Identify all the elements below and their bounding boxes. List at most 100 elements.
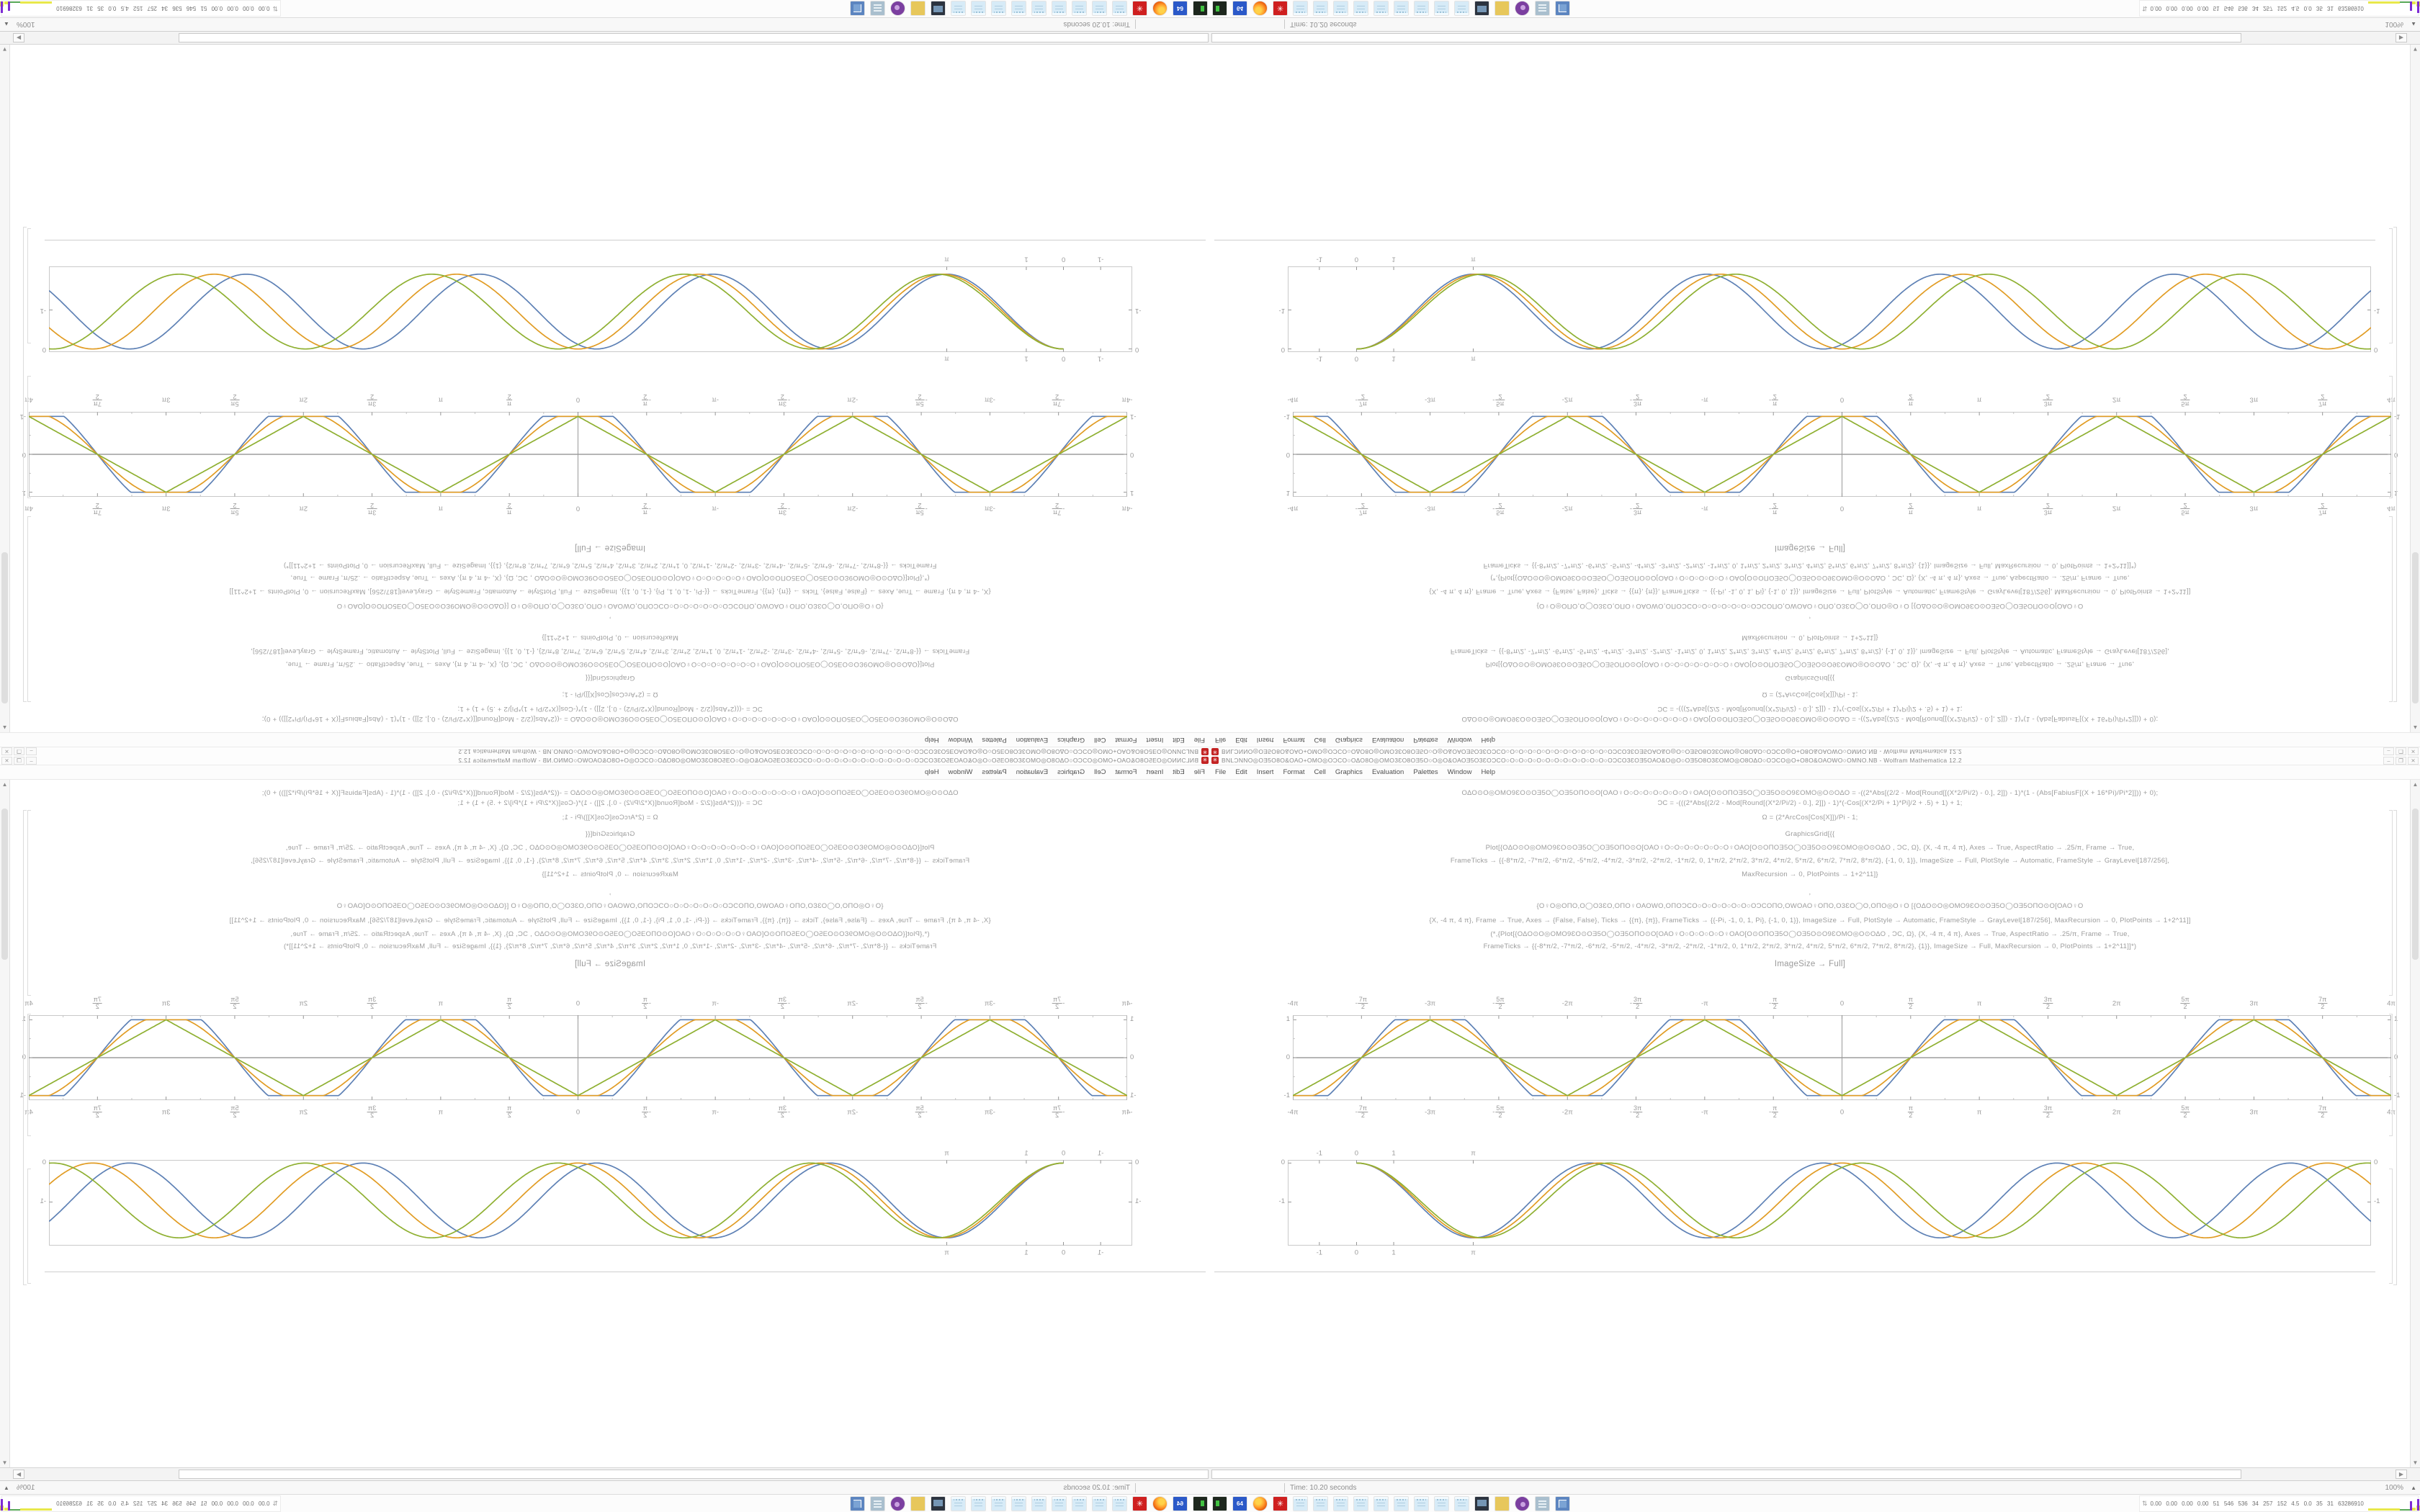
menu-graphics[interactable]: Graphics — [1335, 736, 1363, 744]
menu-file[interactable]: File — [1193, 768, 1205, 776]
documents-icon[interactable] — [1535, 1496, 1550, 1511]
notepad-icon-4[interactable] — [1353, 1496, 1368, 1511]
notepad-icon-5[interactable] — [1373, 1, 1389, 16]
code-cell-line[interactable]: ƆC = -(((2*Abs[(2/2 - Mod[Round[(X*2/Pi/… — [457, 705, 763, 713]
code-cell-block[interactable]: ΟΔΟ⊙Ο◎ΟΜΟ9ƐΟ⊙ΟƎ5Ο◯ΟƎ5ΟΠΟ⊙Ο[ΟΑΟ♀Ο○Ο○Ο○Ο○Ο… — [10, 543, 1210, 724]
media-player-icon[interactable] — [890, 1, 905, 16]
code-cell-line[interactable]: (*,{Plot[{ΟΔΟ⊙Ο◎ΟΜΟ9ƐΟ⊙ΟƎ5Ο◯ΟƎ5ΟΠΟ⊙Ο[ΟΑΟ… — [290, 574, 930, 582]
cell-bracket-code[interactable] — [2389, 516, 2393, 702]
menu-help[interactable]: Help — [1481, 736, 1495, 744]
menu-cell[interactable]: Cell — [1314, 736, 1326, 744]
notepad-icon-6[interactable] — [1394, 1496, 1409, 1511]
cell-bracket-code[interactable] — [27, 516, 31, 702]
menu-evaluation[interactable]: Evaluation — [1371, 768, 1404, 776]
menu-palettes[interactable]: Palettes — [1413, 736, 1438, 744]
notebook-content[interactable]: ΟΔΟ⊙Ο◎ΟΜΟ9ƐΟ⊙ΟƎ5Ο◯ΟƎ5ΟΠΟ⊙Ο[ΟΑΟ♀Ο○Ο○Ο○Ο○Ο… — [1210, 45, 2410, 732]
settings-gear-icon[interactable]: ✳ — [1132, 1, 1147, 16]
code-cell-line[interactable]: FrameTicks → {{-8*π/2, -7*π/2, -6*π/2, -… — [1450, 857, 2170, 865]
vertical-scrollbar[interactable]: ▲ ▼ — [0, 780, 10, 1467]
notepad-icon-8[interactable] — [1434, 1, 1449, 16]
scroll-right-icon[interactable]: ▶ — [2396, 33, 2407, 42]
scroll-up-icon[interactable]: ▲ — [1, 781, 8, 788]
documents-icon[interactable] — [870, 1496, 885, 1511]
code-cell-line[interactable]: , — [1809, 888, 1811, 896]
code-cell-line[interactable]: Ω = (2*ArcCos[Cos[X]])/Pi - 1; — [562, 690, 658, 698]
magnification-value[interactable]: 100% — [2385, 20, 2404, 29]
menu-evaluation[interactable]: Evaluation — [1016, 736, 1049, 744]
code-cell-line[interactable]: Ω = (2*ArcCos[Cos[X]])/Pi - 1; — [562, 814, 658, 822]
floppy-64-icon[interactable]: 64 — [1232, 1496, 1247, 1511]
code-cell-line[interactable]: FrameTicks → {{-8*π/2, -7*π/2, -6*π/2, -… — [1483, 562, 2137, 570]
monitor-icon[interactable] — [1474, 1496, 1489, 1511]
media-player-icon[interactable] — [890, 1496, 905, 1511]
window-icon[interactable] — [1555, 1496, 1570, 1511]
menu-file[interactable]: File — [1193, 736, 1205, 744]
menu-palettes[interactable]: Palettes — [1413, 768, 1438, 776]
cell-bracket-outer[interactable] — [23, 810, 27, 1285]
close-button[interactable]: ✕ — [1, 756, 12, 765]
menu-evaluation[interactable]: Evaluation — [1016, 768, 1049, 776]
cell-bracket-plot-a[interactable] — [27, 376, 31, 498]
menu-evaluation[interactable]: Evaluation — [1371, 736, 1404, 744]
code-cell-line[interactable]: (*,{Plot[{ΟΔΟ⊙Ο◎ΟΜΟ9ƐΟ⊙ΟƎ5Ο◯ΟƎ5ΟΠΟ⊙Ο[ΟΑΟ… — [290, 930, 930, 938]
firefox-icon[interactable] — [1252, 1, 1268, 16]
documents-icon[interactable] — [1535, 1, 1550, 16]
code-cell-line[interactable]: {X, -4 π, 4 π}, Frame → True, Axes → {Fa… — [229, 588, 991, 595]
menu-format[interactable]: Format — [1115, 736, 1137, 744]
menu-window[interactable]: Window — [1447, 736, 1472, 744]
code-cell-line[interactable]: ƆC = -(((2*Abs[(2/2 - Mod[Round[(X*2/Pi/… — [1657, 705, 1963, 713]
notebook-content[interactable]: ΟΔΟ⊙Ο◎ΟΜΟ9ƐΟ⊙ΟƎ5Ο◯ΟƎ5ΟΠΟ⊙Ο[ΟΑΟ♀Ο○Ο○Ο○Ο○Ο… — [1210, 780, 2410, 1467]
code-cell-line[interactable]: {Ο♀Ο◎ΟΠΟ,Ο◯Ο3ƐΟ,ΟΠΟ♀ΟΑΟWΟ,ΟΠΟƆCΟ○Ο○Ο○Ο○Ο… — [336, 902, 884, 910]
menu-cell[interactable]: Cell — [1094, 736, 1106, 744]
vertical-scroll-thumb[interactable] — [2412, 809, 2419, 960]
menu-file[interactable]: File — [1215, 768, 1227, 776]
folder-icon[interactable] — [1494, 1, 1510, 16]
code-cell-line[interactable]: , — [1809, 616, 1811, 624]
menu-insert[interactable]: Insert — [1256, 768, 1274, 776]
media-player-icon[interactable] — [1515, 1, 1530, 16]
monitor-icon[interactable] — [931, 1, 946, 16]
firefox-icon[interactable] — [1152, 1496, 1168, 1511]
menu-format[interactable]: Format — [1115, 768, 1137, 776]
code-cell-line[interactable]: ImageSize → Full] — [1774, 544, 1846, 552]
window-title-bar[interactable]: ✳ BNLƆNΝΟ◎ΟƎ5Ο8Ο&ΟΑΟ+ΟΜΟ◎ΟƆCΟ○ΟΔΟ8Ο◎ΟΜΟ3… — [0, 756, 1210, 765]
code-cell-line[interactable]: GraphicsGrid[{{ — [1785, 674, 1835, 682]
terminal-icon[interactable] — [1193, 1496, 1208, 1511]
menu-graphics[interactable]: Graphics — [1335, 768, 1363, 776]
scroll-right-icon[interactable]: ▶ — [2396, 1470, 2407, 1479]
code-cell-block[interactable]: ΟΔΟ⊙Ο◎ΟΜΟ9ƐΟ⊙ΟƎ5Ο◯ΟƎ5ΟΠΟ⊙Ο[ΟΑΟ♀Ο○Ο○Ο○Ο○Ο… — [1210, 788, 2410, 969]
notepad-icon-8[interactable] — [971, 1496, 986, 1511]
terminal-icon[interactable] — [1193, 1, 1208, 16]
notepad-icon-7[interactable] — [1414, 1496, 1429, 1511]
cell-bracket-plot-a[interactable] — [2389, 376, 2393, 498]
horizontal-scroll-thumb[interactable] — [1211, 1470, 2241, 1479]
menu-edit[interactable]: Edit — [1173, 736, 1185, 744]
horizontal-scroll-thumb[interactable] — [179, 1470, 1209, 1479]
magnification-value[interactable]: 100% — [2385, 1483, 2404, 1492]
code-cell-line[interactable]: MaxRecursion → 0, PlotPoints → 1+2^11]} — [1742, 634, 1878, 642]
code-cell-line[interactable]: FrameTicks → {{-8*π/2, -7*π/2, -6*π/2, -… — [250, 857, 970, 865]
minimize-button[interactable]: – — [26, 747, 37, 756]
notepad-icon-5[interactable] — [1031, 1496, 1047, 1511]
code-cell-line[interactable]: Plot[{ΟΔΟ⊙Ο◎ΟΜΟ9ƐΟ⊙ΟƎ5Ο◯ΟƎ5ΟΠΟ⊙Ο[ΟΑΟ♀Ο○Ο… — [1485, 660, 2135, 668]
cell-bracket-plot-b[interactable] — [27, 1169, 31, 1284]
minimize-button[interactable]: – — [2383, 747, 2394, 756]
window-icon[interactable] — [850, 1496, 865, 1511]
code-cell-line[interactable]: FrameTicks → {{-8*π/2, -7*π/2, -6*π/2, -… — [283, 942, 937, 950]
code-cell-line[interactable]: ƆC = -(((2*Abs[(2/2 - Mod[Round[(X*2/Pi/… — [1657, 799, 1963, 807]
plot-a[interactable]: -4π -7π 2 -3π -5π 2 -2π -3π 2 -π - π 2 0 π 2 π 3π 2 2π 5π 2 3π… — [20, 994, 1137, 1125]
plot-a[interactable]: -4π -7π 2 -3π -5π 2 -2π -3π 2 -π - π 2 0 π 2 π 3π 2 2π 5π 2 3π… — [1284, 387, 2401, 518]
notepad-icon-9[interactable] — [951, 1496, 966, 1511]
notepad-icon-1[interactable] — [1293, 1496, 1308, 1511]
notepad-icon-3[interactable] — [1072, 1496, 1087, 1511]
magnification-up-icon[interactable]: ▲ — [4, 21, 9, 28]
maximize-button[interactable]: ❐ — [2396, 756, 2406, 765]
menu-window[interactable]: Window — [948, 768, 973, 776]
cell-bracket-outer[interactable] — [2393, 227, 2397, 702]
magnification-up-icon[interactable]: ▲ — [4, 1484, 9, 1491]
code-cell-line[interactable]: FrameTicks → {{-8*π/2, -7*π/2, -6*π/2, -… — [250, 647, 970, 655]
code-cell-line[interactable]: FrameTicks → {{-8*π/2, -7*π/2, -6*π/2, -… — [283, 562, 937, 570]
horizontal-scrollbar[interactable]: ▶ — [1210, 32, 2420, 45]
horizontal-scroll-thumb[interactable] — [179, 33, 1209, 42]
menu-cell[interactable]: Cell — [1314, 768, 1326, 776]
